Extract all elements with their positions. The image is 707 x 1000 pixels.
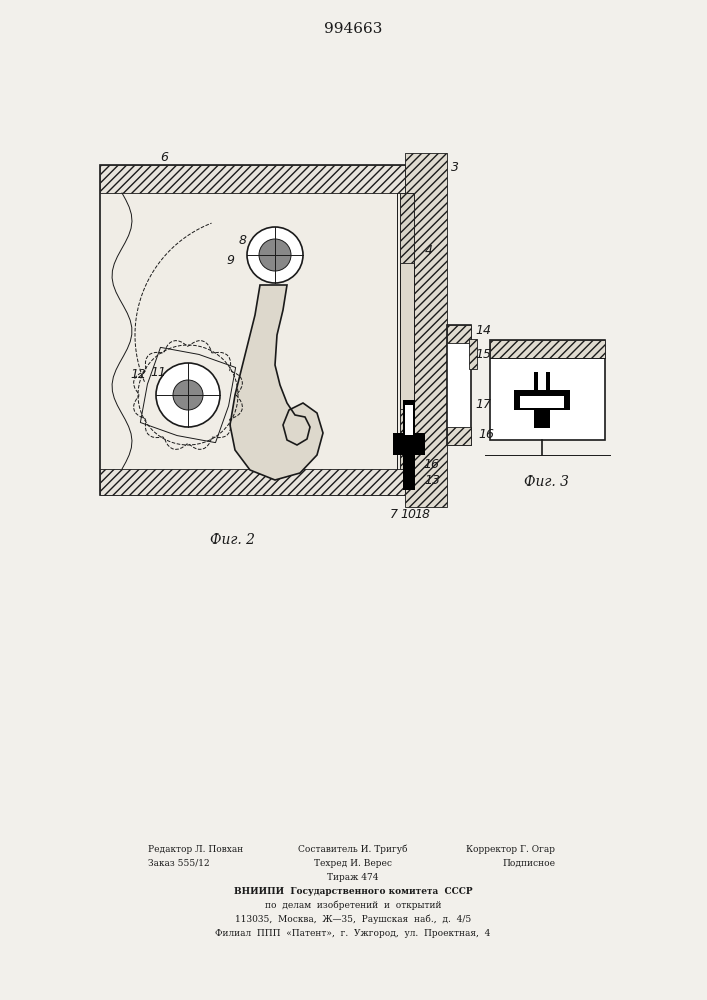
Circle shape (259, 239, 291, 271)
Text: 994663: 994663 (324, 22, 382, 36)
Bar (405, 153, 447, 507)
Bar (447, 427, 471, 445)
Text: 8: 8 (239, 233, 247, 246)
Circle shape (173, 380, 203, 410)
Bar (393, 433, 425, 455)
Polygon shape (230, 285, 323, 480)
Text: 15: 15 (475, 349, 491, 361)
Text: 3: 3 (451, 161, 459, 174)
Text: 11: 11 (150, 366, 166, 379)
Bar (469, 339, 477, 369)
Text: 16: 16 (478, 428, 494, 442)
Bar (534, 372, 550, 428)
Text: 7: 7 (390, 508, 398, 522)
Text: Филиал  ППП  «Патент»,  г.  Ужгород,  ул.  Проектная,  4: Филиал ППП «Патент», г. Ужгород, ул. Про… (216, 929, 491, 938)
Text: Редактор Л. Повхан: Редактор Л. Повхан (148, 845, 243, 854)
Bar (405, 405, 413, 435)
Text: по  делам  изобретений  и  открытий: по делам изобретений и открытий (264, 901, 441, 910)
Text: ВНИИПИ  Государственного комитета  СССР: ВНИИПИ Государственного комитета СССР (234, 887, 472, 896)
Text: Фиг. 2: Фиг. 2 (209, 533, 255, 547)
Text: 4: 4 (425, 243, 433, 256)
Text: Корректор Г. Огар: Корректор Г. Огар (466, 845, 555, 854)
Text: 13: 13 (424, 474, 440, 487)
Text: 18: 18 (414, 508, 430, 522)
Text: 9: 9 (226, 253, 234, 266)
Bar (400, 193, 414, 263)
Bar (447, 325, 471, 445)
Text: Тираж 474: Тираж 474 (327, 873, 379, 882)
Text: Техред И. Верес: Техред И. Верес (314, 859, 392, 868)
Bar (520, 396, 564, 408)
Bar (403, 400, 415, 490)
Text: Заказ 555/12: Заказ 555/12 (148, 859, 209, 868)
Bar (400, 409, 414, 469)
Bar (514, 390, 570, 410)
Text: 14: 14 (475, 324, 491, 336)
Text: 10: 10 (400, 508, 416, 522)
Bar (100, 469, 405, 495)
Text: Составитель И. Тригуб: Составитель И. Тригуб (298, 845, 408, 854)
Bar (490, 340, 605, 358)
Text: 12: 12 (130, 368, 146, 381)
Text: 16: 16 (423, 458, 439, 472)
Bar (400, 193, 414, 469)
Bar (100, 165, 405, 193)
Bar (538, 372, 546, 390)
Bar (490, 340, 605, 440)
Text: Фиг. 3: Фиг. 3 (525, 475, 570, 489)
Text: 6: 6 (160, 151, 168, 164)
Circle shape (247, 227, 303, 283)
Text: 17: 17 (475, 398, 491, 412)
Text: 113035,  Москва,  Ж—35,  Раушская  наб.,  д.  4/5: 113035, Москва, Ж—35, Раушская наб., д. … (235, 915, 471, 924)
Circle shape (156, 363, 220, 427)
Text: Подписное: Подписное (502, 859, 555, 868)
Bar (100, 165, 405, 495)
Bar (447, 325, 471, 343)
